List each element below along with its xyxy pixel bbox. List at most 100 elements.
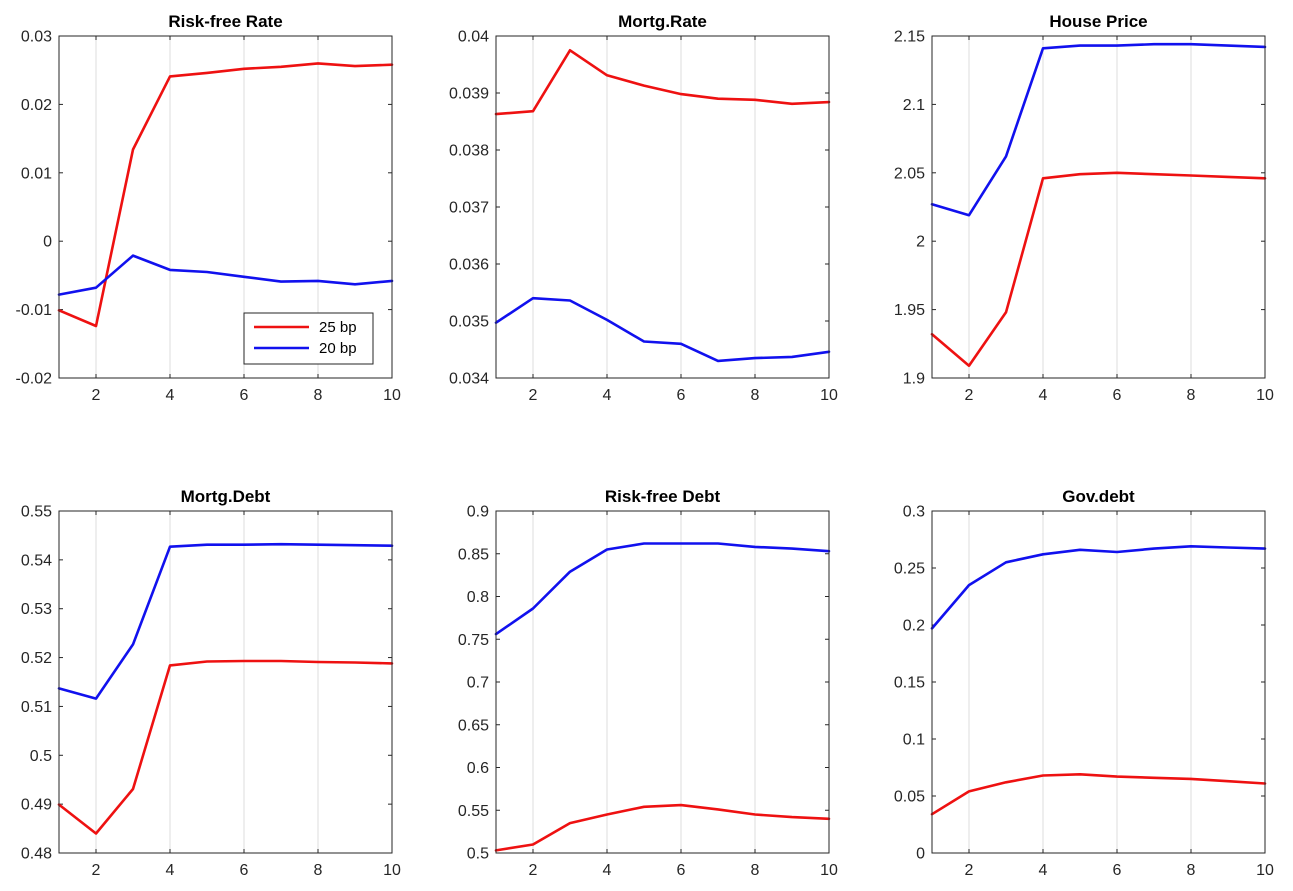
y-tick-label: 0 <box>43 234 52 251</box>
series-line <box>930 544 1267 630</box>
y-tick-label: 0.54 <box>21 552 52 569</box>
y-tick-label: 0.65 <box>458 717 489 734</box>
x-tick-label: 8 <box>1187 862 1196 879</box>
y-tick-label: 0.55 <box>458 803 489 820</box>
plot-area <box>932 511 1265 853</box>
x-tick-label: 6 <box>240 387 249 404</box>
y-tick-label: 2 <box>916 234 925 251</box>
y-tick-label: 0.85 <box>458 546 489 563</box>
chart-title: Risk-free Rate <box>168 12 282 31</box>
x-tick-label: 2 <box>965 387 974 404</box>
y-tick-label: 0.9 <box>467 504 489 521</box>
y-tick-label: 0.25 <box>894 561 925 578</box>
x-tick-label: 10 <box>820 387 838 404</box>
y-tick-label: 0.02 <box>21 97 52 114</box>
y-tick-label: 0.3 <box>903 504 925 521</box>
y-tick-label: -0.02 <box>16 371 53 388</box>
x-tick-label: 2 <box>965 862 974 879</box>
x-tick-label: 2 <box>92 862 101 879</box>
y-tick-label: -0.01 <box>16 302 53 319</box>
plot-area <box>932 36 1265 378</box>
axes-box <box>495 510 830 854</box>
y-tick-label: 0.05 <box>894 789 925 806</box>
series-line <box>494 542 831 636</box>
y-tick-label: 0.5 <box>467 846 489 863</box>
y-tick-label: 2.05 <box>894 165 925 182</box>
y-tick-label: 0.7 <box>467 675 489 692</box>
x-tick-label: 2 <box>529 387 538 404</box>
series-line <box>930 772 1267 816</box>
y-tick-label: 1.9 <box>903 371 925 388</box>
y-tick-label: 0.2 <box>903 618 925 635</box>
series-line <box>494 296 831 363</box>
chart-panel: 2 4 6 8 10 0.5 0.55 0.6 0.65 0.7 0.75 0.8 0.85 0.9 Ris… <box>458 487 838 879</box>
x-tick-label: 10 <box>383 862 401 879</box>
y-tick-label: 0.52 <box>21 650 52 667</box>
chart-panel: 2 4 6 8 10 0 0.05 0.1 0.15 0.2 0.25 0.3 Gov.debt <box>894 487 1274 879</box>
y-tick-label: 0.03 <box>21 29 52 46</box>
legend-label: 25 bp <box>319 319 357 336</box>
x-tick-label: 10 <box>1256 862 1274 879</box>
chart-title: Gov.debt <box>1062 487 1135 506</box>
chart-title: Risk-free Debt <box>605 487 721 506</box>
x-tick-label: 6 <box>1113 862 1122 879</box>
y-tick-label: 0.037 <box>449 200 489 217</box>
plot-area <box>496 511 829 853</box>
x-tick-label: 4 <box>166 387 175 404</box>
axes-box <box>58 510 393 854</box>
x-tick-label: 4 <box>603 387 612 404</box>
y-tick-label: 0.5 <box>30 748 52 765</box>
x-tick-label: 4 <box>1039 387 1048 404</box>
x-tick-label: 8 <box>314 387 323 404</box>
chart-panel: 2 4 6 8 10 0.034 0.035 0.036 0.037 0.038 0.039 0.04… <box>449 12 838 404</box>
series-line <box>930 42 1267 217</box>
axes-box <box>495 35 830 379</box>
x-tick-label: 8 <box>751 387 760 404</box>
x-tick-label: 4 <box>603 862 612 879</box>
axes-box <box>58 35 393 379</box>
y-tick-label: 0.49 <box>21 797 52 814</box>
x-tick-label: 6 <box>240 862 249 879</box>
y-tick-label: 2.15 <box>894 29 925 46</box>
axes-box <box>931 35 1266 379</box>
y-tick-label: 0.04 <box>458 29 489 46</box>
x-tick-label: 4 <box>166 862 175 879</box>
x-tick-label: 6 <box>677 387 686 404</box>
x-tick-label: 2 <box>92 387 101 404</box>
y-tick-label: 0.035 <box>449 314 489 331</box>
y-tick-label: 0.01 <box>21 165 52 182</box>
x-tick-label: 6 <box>1113 387 1122 404</box>
y-tick-label: 0.1 <box>903 732 925 749</box>
x-tick-label: 2 <box>529 862 538 879</box>
plot-area <box>59 511 392 853</box>
series-line <box>57 62 394 328</box>
y-tick-label: 1.95 <box>894 302 925 319</box>
x-tick-label: 8 <box>751 862 760 879</box>
y-tick-label: 2.1 <box>903 97 925 114</box>
legend: 25 bp 20 bp <box>243 312 374 365</box>
y-tick-label: 0.039 <box>449 86 489 103</box>
y-tick-label: 0.51 <box>21 699 52 716</box>
y-tick-label: 0.034 <box>449 371 489 388</box>
legend-box <box>243 312 374 365</box>
x-tick-label: 8 <box>314 862 323 879</box>
series-line <box>494 48 831 116</box>
chart-title: Mortg.Debt <box>181 487 271 506</box>
y-tick-label: 0.75 <box>458 632 489 649</box>
chart-panel: 2 4 6 8 10 1.9 1.95 2 2.05 2.1 2.15 House Price <box>894 12 1274 404</box>
y-tick-label: 0.15 <box>894 675 925 692</box>
y-tick-label: 0.55 <box>21 504 52 521</box>
y-tick-label: 0.53 <box>21 601 52 618</box>
chart-panel: 2 4 6 8 10 -0.02 -0.01 0 0.01 0.02 0.03 Risk-free R… <box>16 12 401 404</box>
y-tick-label: 0.036 <box>449 257 489 274</box>
y-tick-label: 0.6 <box>467 760 489 777</box>
series-line <box>57 542 394 700</box>
y-tick-label: 0.8 <box>467 589 489 606</box>
series-line <box>57 254 394 296</box>
x-tick-label: 4 <box>1039 862 1048 879</box>
y-tick-label: 0.48 <box>21 846 52 863</box>
y-tick-label: 0 <box>916 846 925 863</box>
series-line <box>57 659 394 835</box>
x-tick-label: 10 <box>383 387 401 404</box>
